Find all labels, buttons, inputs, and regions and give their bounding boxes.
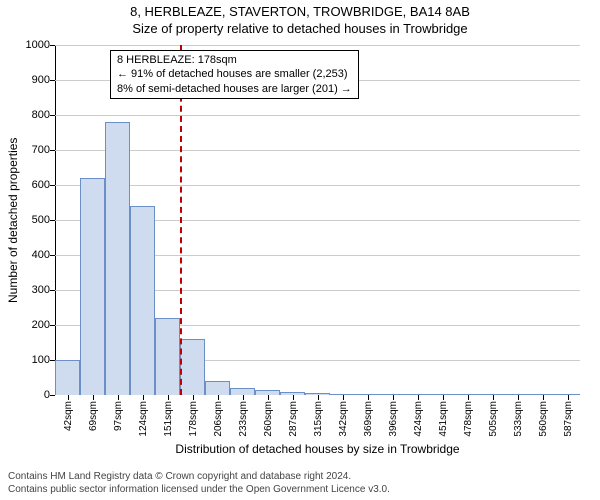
gridline <box>55 115 580 116</box>
x-tick-mark <box>568 395 569 400</box>
x-tick-mark <box>443 395 444 400</box>
x-tick-mark <box>418 395 419 400</box>
histogram-bar <box>55 360 80 395</box>
y-tick-mark <box>50 325 55 326</box>
y-tick-mark <box>50 360 55 361</box>
x-tick-label: 124sqm <box>138 401 149 437</box>
y-tick-label: 500 <box>20 214 50 226</box>
x-tick-mark <box>368 395 369 400</box>
x-tick-label: 69sqm <box>88 401 99 431</box>
x-tick-mark <box>243 395 244 400</box>
x-tick-label: 533sqm <box>513 401 524 437</box>
footer: Contains HM Land Registry data © Crown c… <box>8 471 390 496</box>
y-tick-label: 400 <box>20 249 50 261</box>
y-tick-mark <box>50 185 55 186</box>
x-tick-label: 478sqm <box>463 401 474 437</box>
x-tick-label: 287sqm <box>288 401 299 437</box>
x-tick-label: 424sqm <box>413 401 424 437</box>
y-tick-label: 0 <box>20 389 50 401</box>
x-tick-label: 97sqm <box>113 401 124 431</box>
x-tick-mark <box>218 395 219 400</box>
y-tick-mark <box>50 290 55 291</box>
y-tick-label: 1000 <box>20 39 50 51</box>
x-tick-label: 505sqm <box>488 401 499 437</box>
y-tick-mark <box>50 150 55 151</box>
histogram-bar <box>80 178 105 395</box>
y-tick-label: 300 <box>20 284 50 296</box>
histogram-bar <box>205 381 230 395</box>
x-tick-label: 260sqm <box>263 401 274 437</box>
x-tick-label: 587sqm <box>563 401 574 437</box>
footer-line1: Contains HM Land Registry data © Crown c… <box>8 471 390 484</box>
x-tick-label: 42sqm <box>63 401 74 431</box>
x-tick-mark <box>143 395 144 400</box>
y-tick-mark <box>50 45 55 46</box>
x-tick-mark <box>318 395 319 400</box>
x-axis-label: Distribution of detached houses by size … <box>55 442 580 456</box>
x-tick-mark <box>268 395 269 400</box>
x-tick-label: 451sqm <box>438 401 449 437</box>
y-tick-mark <box>50 255 55 256</box>
x-tick-mark <box>493 395 494 400</box>
footer-line2: Contains public sector information licen… <box>8 484 390 497</box>
x-tick-label: 560sqm <box>538 401 549 437</box>
x-tick-label: 178sqm <box>188 401 199 437</box>
x-tick-label: 396sqm <box>388 401 399 437</box>
gridline <box>55 45 580 46</box>
x-tick-label: 233sqm <box>238 401 249 437</box>
histogram-bar <box>105 122 130 395</box>
x-tick-label: 206sqm <box>213 401 224 437</box>
y-tick-label: 600 <box>20 179 50 191</box>
gridline <box>55 150 580 151</box>
gridline <box>55 185 580 186</box>
y-tick-mark <box>50 395 55 396</box>
histogram-bar <box>130 206 155 395</box>
y-tick-mark <box>50 80 55 81</box>
y-tick-label: 100 <box>20 354 50 366</box>
histogram-bar <box>155 318 180 395</box>
title-subtitle: Size of property relative to detached ho… <box>0 21 600 36</box>
x-tick-label: 315sqm <box>313 401 324 437</box>
x-tick-label: 151sqm <box>163 401 174 437</box>
x-tick-mark <box>118 395 119 400</box>
annotation-line3: 8% of semi-detached houses are larger (2… <box>117 82 352 96</box>
y-tick-label: 200 <box>20 319 50 331</box>
annotation-line2: ← 91% of detached houses are smaller (2,… <box>117 67 352 81</box>
title-address: 8, HERBLEAZE, STAVERTON, TROWBRIDGE, BA1… <box>0 4 600 19</box>
x-tick-mark <box>68 395 69 400</box>
x-tick-mark <box>468 395 469 400</box>
histogram-bar <box>230 388 255 395</box>
annotation-line1: 8 HERBLEAZE: 178sqm <box>117 53 352 67</box>
y-tick-label: 900 <box>20 74 50 86</box>
x-tick-mark <box>293 395 294 400</box>
annotation-box: 8 HERBLEAZE: 178sqm ← 91% of detached ho… <box>110 50 359 99</box>
x-tick-mark <box>343 395 344 400</box>
y-tick-label: 800 <box>20 109 50 121</box>
x-tick-mark <box>518 395 519 400</box>
x-tick-mark <box>543 395 544 400</box>
x-tick-mark <box>193 395 194 400</box>
y-tick-mark <box>50 220 55 221</box>
y-axis-label: Number of detached properties <box>6 45 20 395</box>
x-tick-mark <box>168 395 169 400</box>
histogram-bar <box>180 339 205 395</box>
y-tick-label: 700 <box>20 144 50 156</box>
x-tick-label: 342sqm <box>338 401 349 437</box>
x-tick-mark <box>393 395 394 400</box>
x-tick-label: 369sqm <box>363 401 374 437</box>
chart-title: 8, HERBLEAZE, STAVERTON, TROWBRIDGE, BA1… <box>0 4 600 36</box>
x-tick-mark <box>93 395 94 400</box>
y-tick-mark <box>50 115 55 116</box>
